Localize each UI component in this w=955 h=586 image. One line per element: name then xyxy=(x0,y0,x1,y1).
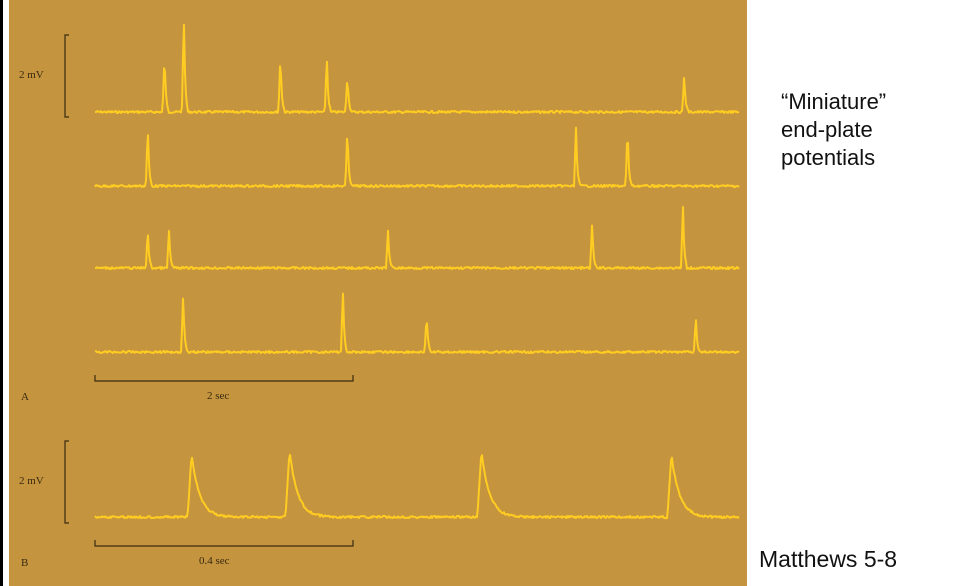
panel-b-label: B xyxy=(21,557,28,569)
caption-line-3: potentials xyxy=(781,145,876,170)
panel-b-voltage-scale: 2 mV xyxy=(19,440,69,524)
left-border xyxy=(0,0,3,586)
caption-reference: Matthews 5-8 xyxy=(759,546,898,572)
trace-layer xyxy=(94,23,740,520)
panel-a-trace-2 xyxy=(94,126,740,189)
panel-a-voltage-scale: 2 mV xyxy=(19,34,69,118)
caption-line-1: “Miniature” xyxy=(781,89,887,114)
panel-b-time-label: 0.4 sec xyxy=(199,555,230,567)
panel-a-time-label: 2 sec xyxy=(207,390,229,402)
caption-line-2: end-plate xyxy=(781,117,873,142)
figure-panel: 2 mV 2 sec A 2 mV 0.4 sec B xyxy=(9,0,747,586)
caption-title: “Miniature” end-plate potentials xyxy=(781,88,886,172)
panel-a-trace-1 xyxy=(94,23,740,115)
recordings-svg: 2 mV 2 sec A 2 mV 0.4 sec B xyxy=(19,23,740,569)
panel-a-label: A xyxy=(21,391,29,403)
panel-a-voltage-label: 2 mV xyxy=(19,69,44,81)
panel-a-trace-4 xyxy=(94,292,740,355)
panel-a-time-scale: 2 sec xyxy=(94,375,354,402)
panel-b-trace xyxy=(94,453,740,520)
panel-b-time-scale: 0.4 sec xyxy=(94,540,354,567)
panel-a-trace-3 xyxy=(94,206,740,271)
panel-b-voltage-label: 2 mV xyxy=(19,475,44,487)
